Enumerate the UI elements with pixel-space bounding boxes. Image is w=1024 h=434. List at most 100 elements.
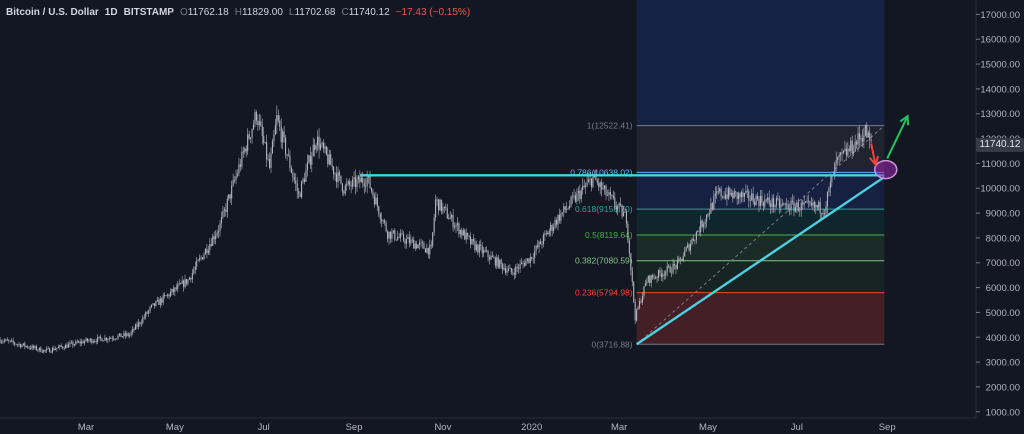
candle-body: [796, 202, 798, 208]
highlight-circle[interactable]: [873, 159, 898, 180]
candle-body: [110, 338, 112, 339]
candle-body: [263, 135, 265, 143]
candle-body: [522, 262, 524, 264]
candle-body: [101, 338, 103, 342]
candle-body: [251, 129, 253, 138]
candle-body: [116, 338, 118, 340]
candle-body: [51, 347, 54, 352]
candle-body: [845, 148, 847, 156]
candle-body: [831, 175, 833, 183]
candle-body: [8, 340, 10, 342]
candle-body: [585, 185, 587, 187]
candle-body: [398, 236, 400, 238]
candle-body: [506, 270, 508, 273]
candle-body: [809, 201, 811, 204]
up-arrow[interactable]: [886, 115, 909, 159]
time-axis[interactable]: Mar May Jul Sep Nov 2020 Mar May Jul Sep: [0, 417, 976, 433]
candle-body: [314, 144, 316, 150]
candle-body: [187, 279, 189, 284]
candle-body: [91, 338, 93, 343]
candle-body: [713, 196, 715, 210]
candle-body: [534, 251, 536, 259]
candle-body: [624, 211, 626, 213]
candle-body: [606, 195, 609, 196]
candle-body: [621, 205, 623, 217]
candle-body: [866, 125, 868, 138]
candle-body: [487, 250, 489, 257]
candle-body: [599, 182, 601, 188]
candle-body: [216, 232, 218, 236]
candle-body: [813, 202, 815, 208]
candle-body: [419, 242, 421, 245]
candle-body: [470, 237, 472, 245]
candle-body: [662, 274, 664, 277]
candle-body: [462, 230, 464, 236]
candle-body: [346, 183, 348, 186]
candle-body: [755, 196, 757, 206]
candle-body: [199, 258, 201, 260]
candle-body: [298, 191, 300, 194]
candle-body: [296, 183, 298, 192]
candle-body: [628, 240, 630, 254]
candle-body: [129, 334, 131, 336]
symbol-legend: Bitcoin / U.S. Dollar 1D BITSTAMP O11762…: [6, 4, 470, 20]
time-tick-label: Mar: [611, 422, 627, 433]
candle-body: [781, 203, 783, 205]
candle-body: [640, 301, 642, 303]
candle-body: [756, 196, 759, 200]
candle-body: [504, 268, 507, 273]
candle-body: [62, 346, 64, 349]
candle-body: [513, 272, 515, 275]
candle-body: [421, 242, 424, 244]
candle-body: [126, 333, 128, 336]
candle-body: [815, 205, 817, 208]
price-axis[interactable]: 17000.00 16000.00 15000.00 14000.00 13000.00…: [975, 0, 1020, 418]
candle-body: [238, 164, 240, 174]
candle-body: [153, 303, 156, 307]
candle-body: [853, 151, 855, 154]
candle-body: [669, 265, 671, 273]
candle-body: [847, 148, 849, 156]
price-tick-label: 4000.00: [986, 333, 1020, 344]
candle-body: [277, 115, 279, 121]
fibonacci-retracement[interactable]: 1(12522.41) 0.786(10638.02) 0.618(9158.70)…: [570, 0, 885, 349]
candle-body: [274, 125, 276, 135]
candle-body: [289, 155, 291, 168]
candle-body: [615, 206, 617, 209]
candle-body: [356, 179, 358, 187]
candle-body: [602, 188, 604, 190]
candle-body: [102, 340, 105, 342]
candle-body: [716, 191, 718, 194]
candle-body: [496, 257, 498, 266]
candle-body: [67, 344, 70, 348]
down-arrow[interactable]: [870, 143, 877, 165]
drawings[interactable]: [359, 114, 910, 346]
candle-body: [842, 150, 845, 154]
candle-body: [203, 254, 205, 260]
candle-body: [70, 342, 72, 343]
candle-body: [343, 191, 345, 194]
fib-band: [636, 260, 885, 293]
candle-body: [78, 341, 80, 343]
candle-body: [350, 185, 352, 187]
candle-body: [436, 199, 438, 201]
candle-body: [825, 206, 827, 214]
candle-body: [695, 231, 697, 240]
candle-body: [363, 183, 365, 187]
support-trendline[interactable]: [635, 176, 885, 346]
candle-body: [816, 205, 818, 208]
candle-body: [474, 241, 476, 251]
candle-body: [500, 259, 502, 264]
candle-body: [0, 339, 1, 343]
candle-body: [60, 345, 62, 347]
candle-body: [633, 281, 635, 302]
candle-body: [752, 193, 754, 202]
candle-body: [697, 231, 699, 233]
candle-body: [691, 239, 693, 245]
candle-body: [376, 197, 378, 207]
candle-body: [455, 225, 457, 227]
candle-body: [717, 191, 719, 193]
candle-body: [43, 349, 45, 353]
candle-body: [850, 140, 852, 151]
